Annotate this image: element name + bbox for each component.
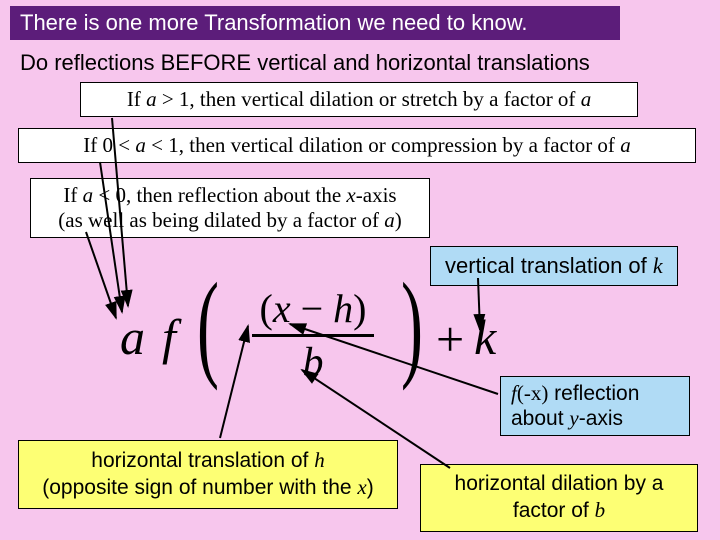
text: -axis — [356, 183, 397, 207]
var-a: a — [620, 133, 631, 157]
var-a: a — [384, 208, 395, 232]
text: horizontal translation of — [91, 449, 314, 472]
var-h: h — [333, 286, 353, 331]
text: < 0, then reflection about the — [93, 183, 346, 207]
text: (as well as being dilated by a factor of — [58, 208, 384, 232]
reflection-y-axis: f(-x) reflection about y-axis — [500, 376, 690, 436]
var-y: y — [569, 406, 578, 430]
text: ( — [260, 286, 273, 331]
text: -axis — [579, 407, 623, 430]
text: vertical translation of — [445, 253, 653, 278]
var-x: x — [273, 286, 291, 331]
text: (-x) — [517, 381, 548, 405]
formula-k: k — [474, 308, 496, 366]
text: ) — [353, 286, 366, 331]
formula-numerator: (x − h) — [252, 285, 375, 337]
var-x: x — [346, 183, 355, 207]
var-a: a — [146, 87, 157, 111]
horizontal-translation-h: horizontal translation of h (opposite si… — [18, 440, 398, 509]
rule-a-greater-1: If a > 1, then vertical dilation or stre… — [80, 82, 638, 117]
var-k: k — [653, 253, 663, 278]
text: If 0 < — [83, 133, 135, 157]
var-b: b — [595, 498, 606, 522]
var-a: a — [83, 183, 94, 207]
text: ) — [367, 476, 374, 499]
subtitle: Do reflections BEFORE vertical and horiz… — [20, 50, 590, 76]
formula-fraction: (x − h) b — [228, 276, 398, 387]
var-a: a — [135, 133, 146, 157]
var-a: a — [581, 87, 592, 111]
minus-icon: − — [291, 286, 334, 331]
text: > 1, then vertical dilation or stretch b… — [157, 87, 581, 111]
formula-denominator: b — [228, 337, 398, 387]
text: factor of — [513, 499, 595, 522]
paren-left-icon: ( — [197, 256, 219, 394]
var-h: h — [314, 448, 325, 472]
text: (opposite sign of number with the — [42, 476, 357, 499]
vertical-translation-k: vertical translation of k — [430, 246, 678, 286]
text: If — [127, 87, 146, 111]
formula-f: f — [162, 308, 176, 366]
text: horizontal dilation by a — [455, 472, 664, 495]
text: ) — [395, 208, 402, 232]
rule-a-negative: If a < 0, then reflection about the x-ax… — [30, 178, 430, 238]
text: < 1, then vertical dilation or compressi… — [146, 133, 620, 157]
rule-a-between-0-1: If 0 < a < 1, then vertical dilation or … — [18, 128, 696, 163]
text: If — [63, 183, 82, 207]
paren-right-icon: ) — [401, 256, 423, 394]
var-x: x — [357, 475, 366, 499]
title-bar: There is one more Transformation we need… — [10, 6, 620, 40]
plus-icon: + — [436, 310, 464, 368]
formula-a: a — [120, 308, 145, 366]
horizontal-dilation-b: horizontal dilation by a factor of b — [420, 464, 698, 532]
